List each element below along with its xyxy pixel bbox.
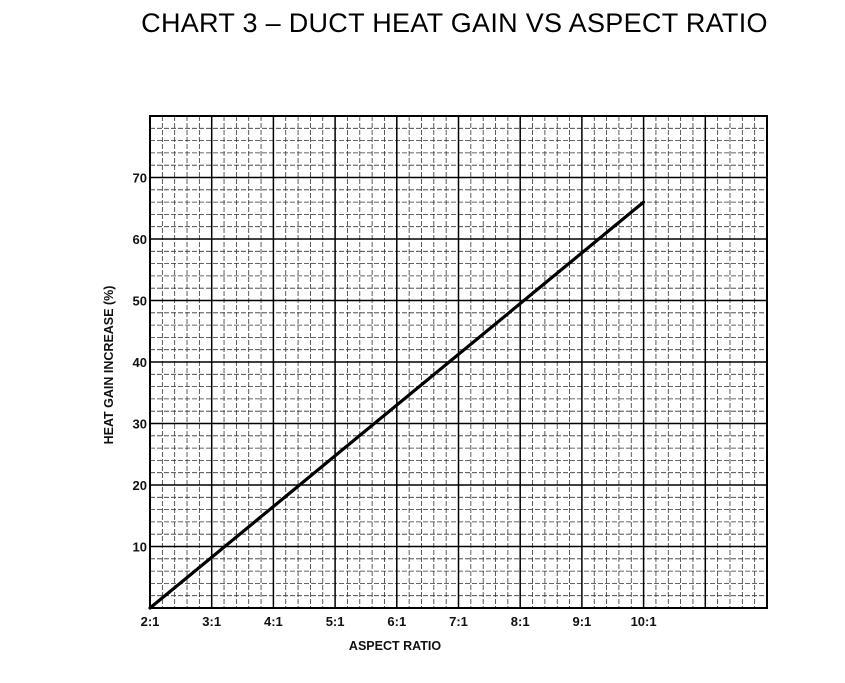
y-tick-label: 20 bbox=[133, 478, 147, 493]
y-tick-labels: 10 20 30 40 50 60 70 bbox=[133, 171, 147, 555]
x-tick-label: 7:1 bbox=[449, 614, 468, 629]
y-axis-label: HEAT GAIN INCREASE (%) bbox=[102, 286, 116, 445]
x-tick-labels: 2:1 3:1 4:1 5:1 6:1 7:1 8:1 9:1 10:1 bbox=[141, 614, 657, 629]
x-tick-label: 4:1 bbox=[264, 614, 283, 629]
y-tick-label: 70 bbox=[133, 171, 147, 186]
y-tick-label: 30 bbox=[133, 417, 147, 432]
grid-major bbox=[150, 116, 767, 608]
x-tick-label: 6:1 bbox=[387, 614, 406, 629]
y-tick-label: 60 bbox=[133, 232, 147, 247]
y-tick-label: 50 bbox=[133, 294, 147, 309]
x-tick-label: 10:1 bbox=[631, 614, 657, 629]
y-tick-label: 10 bbox=[133, 540, 147, 555]
series-layer bbox=[148, 200, 646, 610]
x-tick-label: 2:1 bbox=[141, 614, 160, 629]
x-tick-label: 8:1 bbox=[511, 614, 530, 629]
x-tick-label: 9:1 bbox=[573, 614, 592, 629]
plot-frame bbox=[149, 115, 768, 609]
chart-title: CHART 3 – DUCT HEAT GAIN VS ASPECT RATIO bbox=[141, 8, 768, 38]
series-line-0 bbox=[148, 200, 646, 610]
x-tick-label: 5:1 bbox=[326, 614, 345, 629]
y-tick-label: 40 bbox=[133, 355, 147, 370]
x-axis-label: ASPECT RATIO bbox=[349, 639, 441, 653]
x-tick-label: 3:1 bbox=[202, 614, 221, 629]
